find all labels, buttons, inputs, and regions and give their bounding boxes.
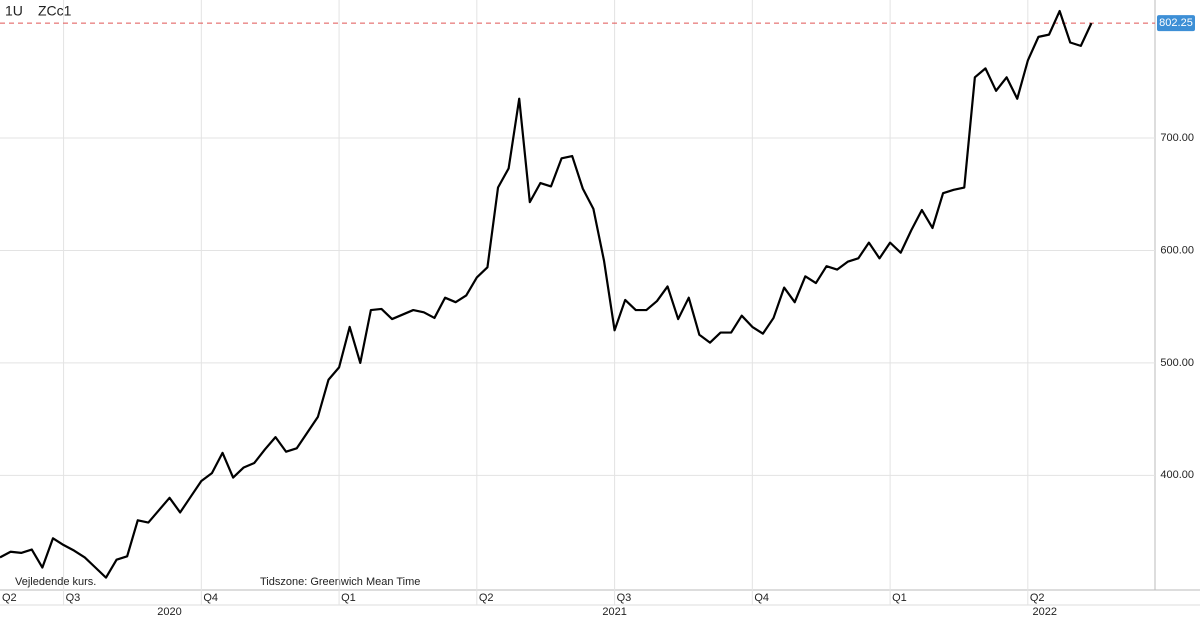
footer-timezone: Tidszone: Greenwich Mean Time: [260, 576, 420, 588]
year-label: 2021: [602, 606, 626, 618]
price-line: [0, 9, 1093, 579]
x-tick-label: Q4: [754, 592, 769, 604]
price-label-box: [1157, 15, 1195, 32]
x-tick-label: Q4: [203, 592, 218, 604]
price-label: 802.25: [1159, 17, 1193, 29]
year-label: 2020: [157, 606, 181, 618]
x-tick-label: Q2: [1030, 592, 1045, 604]
header-interval: 1U: [5, 3, 23, 19]
header-symbol: ZCc1: [38, 3, 72, 19]
footer-note: Vejledende kurs.: [15, 576, 96, 588]
y-tick-label: 500.00: [1160, 357, 1194, 369]
x-tick-label: Q2: [479, 592, 494, 604]
year-label: 2022: [1033, 606, 1057, 618]
x-tick-label: Q2: [2, 592, 17, 604]
y-tick-label: 400.00: [1160, 469, 1194, 481]
y-tick-label: 700.00: [1160, 132, 1194, 144]
x-tick-label: Q3: [66, 592, 81, 604]
y-tick-label: 600.00: [1160, 244, 1194, 256]
x-tick-label: Q1: [892, 592, 907, 604]
x-tick-label: Q3: [617, 592, 632, 604]
x-tick-label: Q1: [341, 592, 356, 604]
